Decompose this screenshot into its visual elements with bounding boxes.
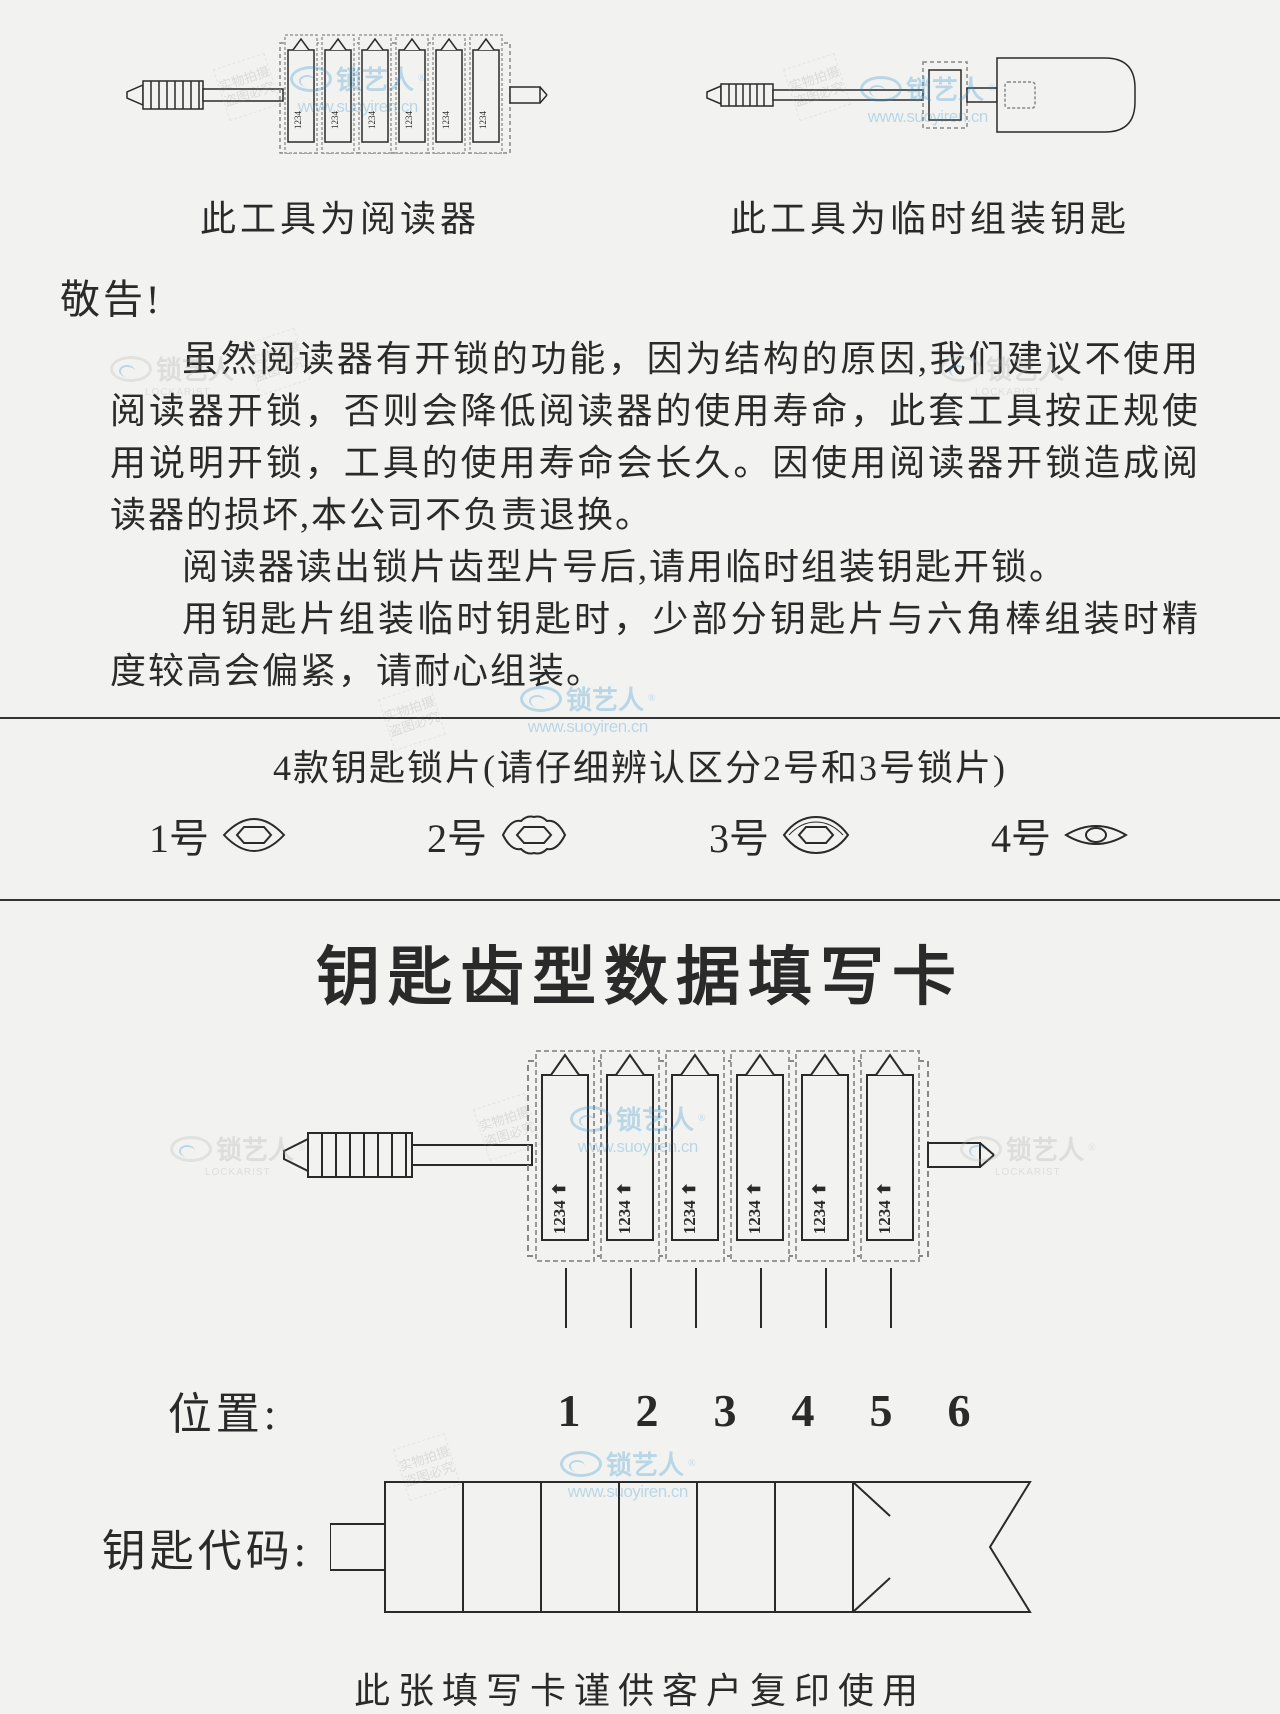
svg-text:1234 ⬆: 1234 ⬆ xyxy=(680,1182,699,1235)
pos-1: 1 xyxy=(530,1384,608,1437)
svg-text:1234: 1234 xyxy=(478,111,488,130)
lockpiece-4: 4号 xyxy=(991,806,1131,864)
big-reader-diagram: 1234 ⬆ 1234 ⬆ 1234 ⬆ 1234 ⬆ 1234 ⬆ 1234 … xyxy=(280,1033,1030,1273)
svg-text:1234: 1234 xyxy=(367,111,377,130)
lp1-label: 1号 xyxy=(149,806,209,864)
lp1-icon xyxy=(219,813,289,857)
temp-key-diagram xyxy=(705,40,1155,150)
top-tools-row: 1234 1234 1234 1234 1234 1234 xyxy=(50,25,1230,242)
svg-text:1234: 1234 xyxy=(293,111,303,130)
pos-2: 2 xyxy=(608,1384,686,1437)
lp2-icon xyxy=(497,811,571,859)
pos-5: 5 xyxy=(842,1384,920,1437)
lp2-label: 2号 xyxy=(427,806,487,864)
reader-diagram: 1234 1234 1234 1234 1234 1234 xyxy=(125,25,555,165)
position-label: 位置: xyxy=(50,1378,330,1442)
key-code-row: 钥匙代码: xyxy=(50,1472,1230,1622)
svg-text:1234: 1234 xyxy=(330,111,340,130)
svg-text:1234 ⬆: 1234 ⬆ xyxy=(875,1182,894,1235)
lp4-icon xyxy=(1061,814,1131,856)
lp3-label: 3号 xyxy=(709,806,769,864)
divider-2 xyxy=(0,899,1280,901)
svg-text:1234 ⬆: 1234 ⬆ xyxy=(550,1182,569,1235)
temp-key-block: 此工具为临时组装钥匙 xyxy=(705,40,1155,242)
svg-text:1234: 1234 xyxy=(404,111,414,130)
lp3-icon xyxy=(779,812,853,858)
notice-heading: 敬告! xyxy=(60,267,1230,325)
lockpiece-3: 3号 xyxy=(709,806,853,864)
notice-p1: 虽然阅读器有开锁的功能，因为结构的原因,我们建议不使用阅读器开锁，否则会降低阅读… xyxy=(110,333,1200,541)
pos-4: 4 xyxy=(764,1384,842,1437)
key-code-label: 钥匙代码: xyxy=(50,1515,330,1579)
position-row: 位置: 1 2 3 4 5 6 xyxy=(50,1378,1230,1442)
notice-p2: 阅读器读出锁片齿型片号后,请用临时组装钥匙开锁。 xyxy=(110,541,1200,593)
reader-caption: 此工具为阅读器 xyxy=(200,190,480,242)
svg-text:1234 ⬆: 1234 ⬆ xyxy=(745,1182,764,1235)
pos-3: 3 xyxy=(686,1384,764,1437)
card-title: 钥匙齿型数据填写卡 xyxy=(50,926,1230,1018)
notice-p3: 用钥匙片组装临时钥匙时，少部分钥匙片与六角棒组装时精度较高会偏紧，请耐心组装。 xyxy=(110,593,1200,697)
svg-text:1234: 1234 xyxy=(441,111,451,130)
lockpiece-row: 1号 2号 3号 4号 xyxy=(50,806,1230,879)
pos-6: 6 xyxy=(920,1384,998,1437)
lp4-label: 4号 xyxy=(991,806,1051,864)
footer-note: 此张填写卡谨供客户复印使用 xyxy=(50,1662,1230,1714)
position-ticks xyxy=(440,1268,910,1328)
temp-key-caption: 此工具为临时组装钥匙 xyxy=(730,190,1130,242)
divider-1 xyxy=(0,717,1280,719)
svg-text:1234 ⬆: 1234 ⬆ xyxy=(810,1182,829,1235)
reader-tool-block: 1234 1234 1234 1234 1234 1234 xyxy=(125,25,555,242)
position-numbers: 1 2 3 4 5 6 xyxy=(530,1384,998,1437)
lockpiece-title: 4款钥匙锁片(请仔细辨认区分2号和3号锁片) xyxy=(50,739,1230,791)
lockpiece-2: 2号 xyxy=(427,806,571,864)
notice-body: 虽然阅读器有开锁的功能，因为结构的原因,我们建议不使用阅读器开锁，否则会降低阅读… xyxy=(50,333,1230,697)
lockpiece-1: 1号 xyxy=(149,806,289,864)
svg-text:1234 ⬆: 1234 ⬆ xyxy=(615,1182,634,1235)
key-code-box xyxy=(330,1472,1050,1622)
